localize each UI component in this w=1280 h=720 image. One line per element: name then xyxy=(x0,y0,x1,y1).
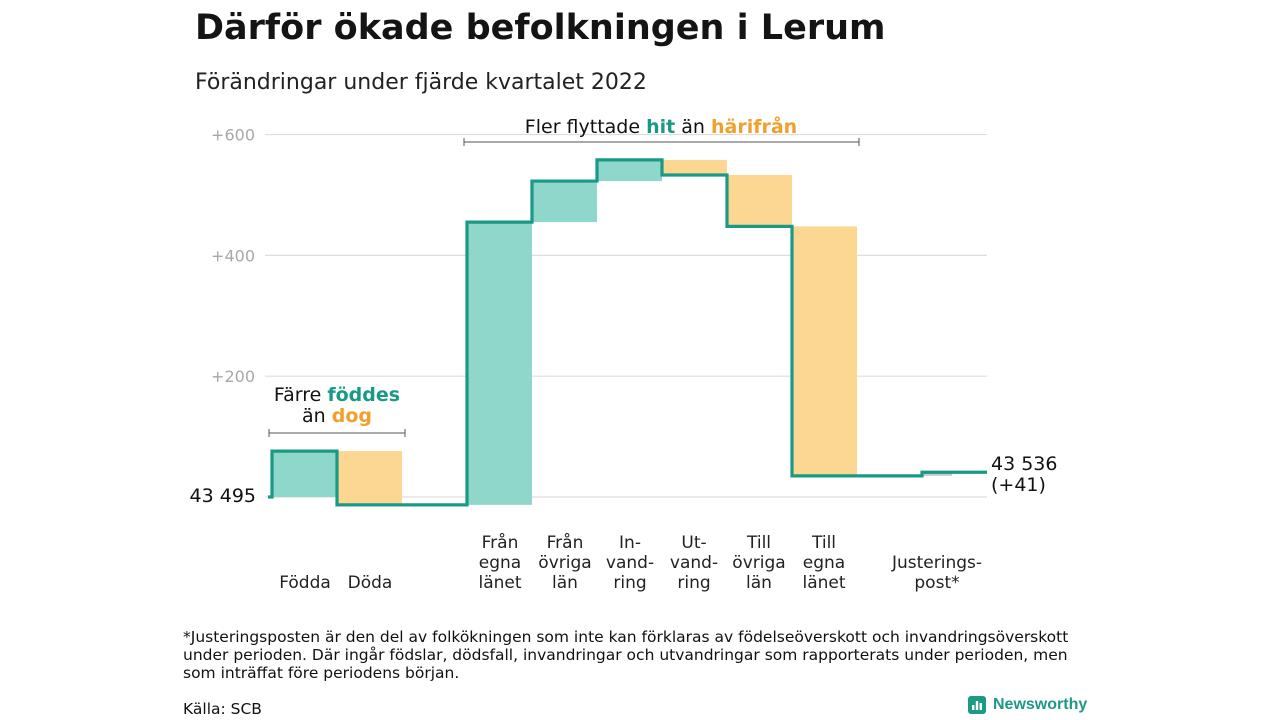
category-label-invandring: In- xyxy=(619,533,641,553)
step-line xyxy=(268,158,987,507)
chart-subtitle: Förändringar under fjärde kvartalet 2022 xyxy=(195,70,647,95)
grid-lines: +600 +400 +200 xyxy=(211,126,987,498)
births-annotation: Färre föddes än dog xyxy=(268,384,406,437)
migration-annotation: Fler flyttade hit än härifrån xyxy=(463,114,860,146)
bar-till_ovriga xyxy=(727,175,792,227)
category-label-fran_ovriga: län xyxy=(552,573,578,593)
category-label-utvandring: vand- xyxy=(670,553,718,573)
start-value-label: 43 495 xyxy=(190,485,256,507)
bar-fodda xyxy=(272,451,337,497)
migration-annotation-text: Fler flyttade hit än härifrån xyxy=(525,114,797,138)
category-label-invandring: ring xyxy=(613,573,646,593)
brand: Newsworthy xyxy=(968,696,1087,714)
bar-fran_egna xyxy=(467,222,532,505)
category-label-invandring: vand- xyxy=(606,553,654,573)
y-tick-label: +400 xyxy=(211,246,255,265)
category-label-utvandring: Ut- xyxy=(681,533,706,553)
end-value-label: 43 536 xyxy=(991,453,1057,475)
category-label-fran_ovriga: övriga xyxy=(538,553,591,573)
source-label: Källa: SCB xyxy=(183,700,262,718)
bars xyxy=(272,159,952,505)
category-label-fran_egna: länet xyxy=(478,573,521,593)
newsworthy-bar-chart-icon xyxy=(968,696,986,714)
category-label-till_egna: länet xyxy=(802,573,845,593)
chart-title: Därför ökade befolkningen i Lerum xyxy=(195,8,886,48)
category-label-till_egna: Till xyxy=(811,533,836,553)
category-label-justering: post* xyxy=(914,573,959,593)
category-label-fran_ovriga: Från xyxy=(547,532,584,553)
bar-utvandring xyxy=(662,159,727,176)
category-label-fodda: Födda xyxy=(279,573,331,593)
category-label-doda: Döda xyxy=(348,573,393,593)
category-label-till_ovriga: län xyxy=(746,573,772,593)
category-label-fran_egna: egna xyxy=(479,553,521,573)
y-tick-label: +600 xyxy=(211,126,255,145)
labels: Födda DödaFrånegnalänetFrånövrigalänIn-va… xyxy=(190,453,1058,593)
cumulative-step-line xyxy=(268,158,987,507)
end-change-label: (+41) xyxy=(991,474,1046,496)
footnote: *Justeringsposten är den del av folkökni… xyxy=(183,628,1069,682)
bar-doda xyxy=(337,451,402,505)
y-tick-label: +200 xyxy=(211,367,255,386)
bar-justering xyxy=(922,472,952,476)
births-annotation-line1: Färre föddes xyxy=(274,384,400,406)
bar-invandring xyxy=(597,159,662,182)
category-label-till_egna: egna xyxy=(803,553,845,573)
category-label-justering: Justerings- xyxy=(891,553,982,573)
category-label-till_ovriga: övriga xyxy=(732,553,785,573)
category-label-till_ovriga: Till xyxy=(746,533,771,553)
bar-till_egna xyxy=(792,226,857,476)
waterfall-chart: +600+400+200 Födda DödaFrånegnalänetFrånö… xyxy=(190,114,1058,593)
bar-fran_ovriga xyxy=(532,181,597,223)
category-label-fran_egna: Från xyxy=(482,532,519,553)
category-label-utvandring: ring xyxy=(677,573,710,593)
births-annotation-line2: än dog xyxy=(302,405,372,427)
brand-name: Newsworthy xyxy=(993,696,1088,713)
